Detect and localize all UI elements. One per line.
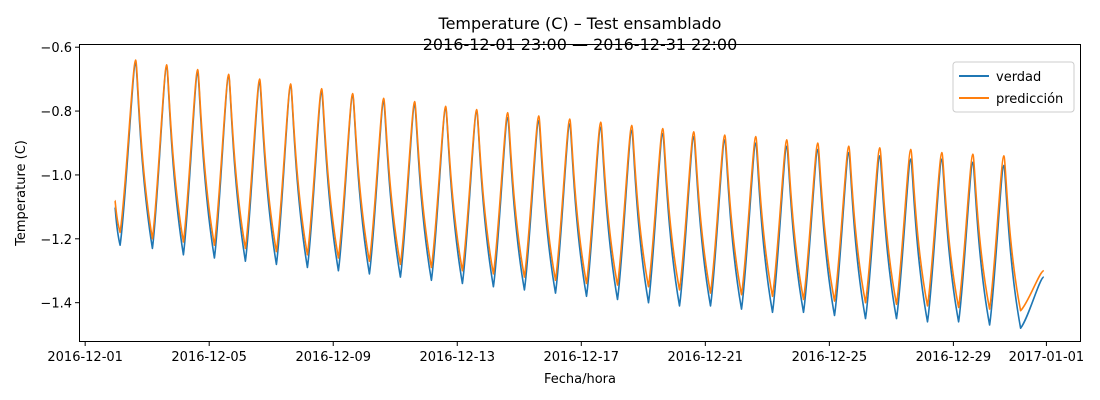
x-axis: 2016-12-01 2016-12-05 2016-12-09 2016-12-13… bbox=[47, 341, 1084, 365]
series-lines bbox=[114, 59, 1045, 329]
x-tick-label: 2016-12-09 bbox=[295, 350, 371, 365]
series-line-verdad bbox=[114, 62, 1045, 329]
x-tick-label: 2016-12-05 bbox=[171, 350, 247, 365]
series-line-prediccion bbox=[114, 59, 1045, 312]
legend: verdad predicción bbox=[952, 61, 1075, 113]
x-tick-label: 2016-12-17 bbox=[544, 350, 620, 365]
y-tick-label: −0.6 bbox=[40, 41, 72, 56]
plot-area bbox=[79, 44, 1081, 342]
x-tick-label: 2016-12-25 bbox=[792, 350, 868, 365]
x-tick-label: 2016-12-13 bbox=[419, 350, 495, 365]
x-tick-label: 2016-12-29 bbox=[916, 350, 992, 365]
y-tick-label: −1.4 bbox=[40, 297, 72, 312]
x-tick-label: 2016-12-21 bbox=[668, 350, 744, 365]
y-tick-label: −0.8 bbox=[40, 105, 72, 120]
legend-box bbox=[952, 61, 1075, 113]
legend-label-verdad: verdad bbox=[996, 70, 1041, 85]
legend-label-prediccion: predicción bbox=[996, 92, 1063, 107]
x-axis-label: Fecha/hora bbox=[544, 372, 616, 387]
y-axis-label: Temperature (C) bbox=[14, 140, 29, 247]
x-tick-label: 2016-12-01 bbox=[47, 350, 123, 365]
chart-title: Temperature (C) – Test ensamblado bbox=[438, 14, 722, 33]
y-tick-label: −1.2 bbox=[40, 233, 72, 248]
x-tick-label: 2017-01-01 bbox=[1009, 350, 1085, 365]
y-axis: −1.4 −1.2 −1.0 −0.8 −0.6 bbox=[40, 41, 80, 312]
y-tick-label: −1.0 bbox=[40, 169, 72, 184]
